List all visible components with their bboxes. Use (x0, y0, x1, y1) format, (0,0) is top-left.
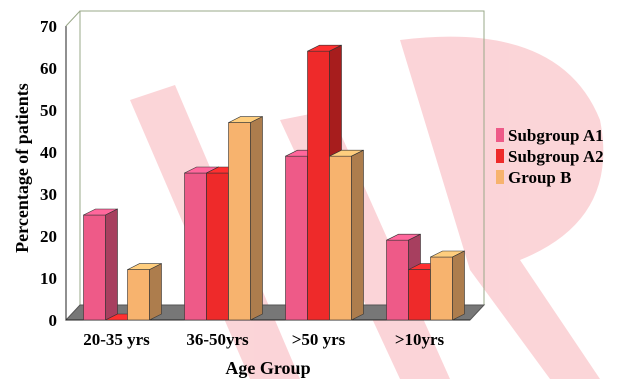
y-tick-label: 20 (40, 227, 57, 246)
y-tick-labels: 0 10 20 30 40 50 60 70 (40, 17, 57, 330)
legend-swatch (496, 170, 504, 184)
legend-label: Subgroup A2 (508, 147, 604, 166)
legend-swatch (496, 149, 504, 163)
y-tick-label: 70 (40, 17, 57, 36)
legend: Subgroup A1 Subgroup A2 Group B (496, 126, 604, 187)
bar (329, 149, 364, 321)
y-tick-label: 30 (40, 185, 57, 204)
y-tick-label: 40 (40, 143, 57, 162)
legend-label: Subgroup A1 (508, 126, 604, 145)
category-labels: 20-35 yrs 36-50yrs >50 yrs >10yrs (83, 330, 444, 349)
category-label: >10yrs (395, 330, 445, 349)
legend-item: Group B (496, 168, 571, 187)
category-label: >50 yrs (292, 330, 346, 349)
legend-item: Subgroup A1 (496, 126, 604, 145)
legend-label: Group B (508, 168, 571, 187)
y-tick-label: 50 (40, 101, 57, 120)
y-axis-title: Percentage of patients (12, 83, 32, 253)
bar (228, 116, 263, 321)
category-label: 36-50yrs (186, 330, 249, 349)
legend-item: Subgroup A2 (496, 147, 604, 166)
category-label: 20-35 yrs (83, 330, 150, 349)
y-tick-label: 0 (49, 311, 58, 330)
y-tick-label: 60 (40, 59, 57, 78)
legend-swatch (496, 128, 504, 142)
bar (83, 208, 118, 321)
x-axis-title: Age Group (225, 358, 310, 378)
depth-edge (65, 10, 81, 27)
y-tick-label: 10 (40, 269, 57, 288)
bar (127, 263, 162, 321)
bar (430, 250, 465, 321)
bars (83, 44, 465, 321)
